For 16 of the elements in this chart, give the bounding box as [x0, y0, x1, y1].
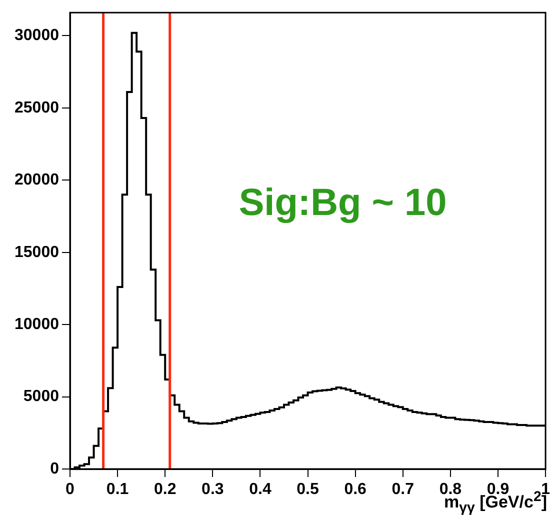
- x-tick-label: 0.3: [202, 481, 224, 498]
- x-tick-label: 0.6: [344, 481, 367, 498]
- x-tick-label: 0.7: [392, 481, 414, 498]
- x-tick-label: 0.5: [296, 481, 319, 498]
- y-tick-label: 25000: [14, 99, 60, 116]
- y-tick-label: 5000: [23, 388, 60, 406]
- y-tick-label: 0: [50, 460, 60, 478]
- y-tick-label: 30000: [14, 27, 60, 44]
- x-tick-label: 0.2: [154, 481, 176, 498]
- y-tick-label: 20000: [14, 172, 60, 189]
- x-tick-label: 0.1: [106, 481, 129, 498]
- annotation: Sig:Bg ~ 10: [238, 182, 447, 224]
- x-tick-label: 0: [66, 481, 75, 498]
- y-tick-label: 10000: [14, 316, 60, 333]
- x-tick-label: 0.4: [249, 481, 272, 498]
- y-tick-label: 15000: [14, 244, 60, 261]
